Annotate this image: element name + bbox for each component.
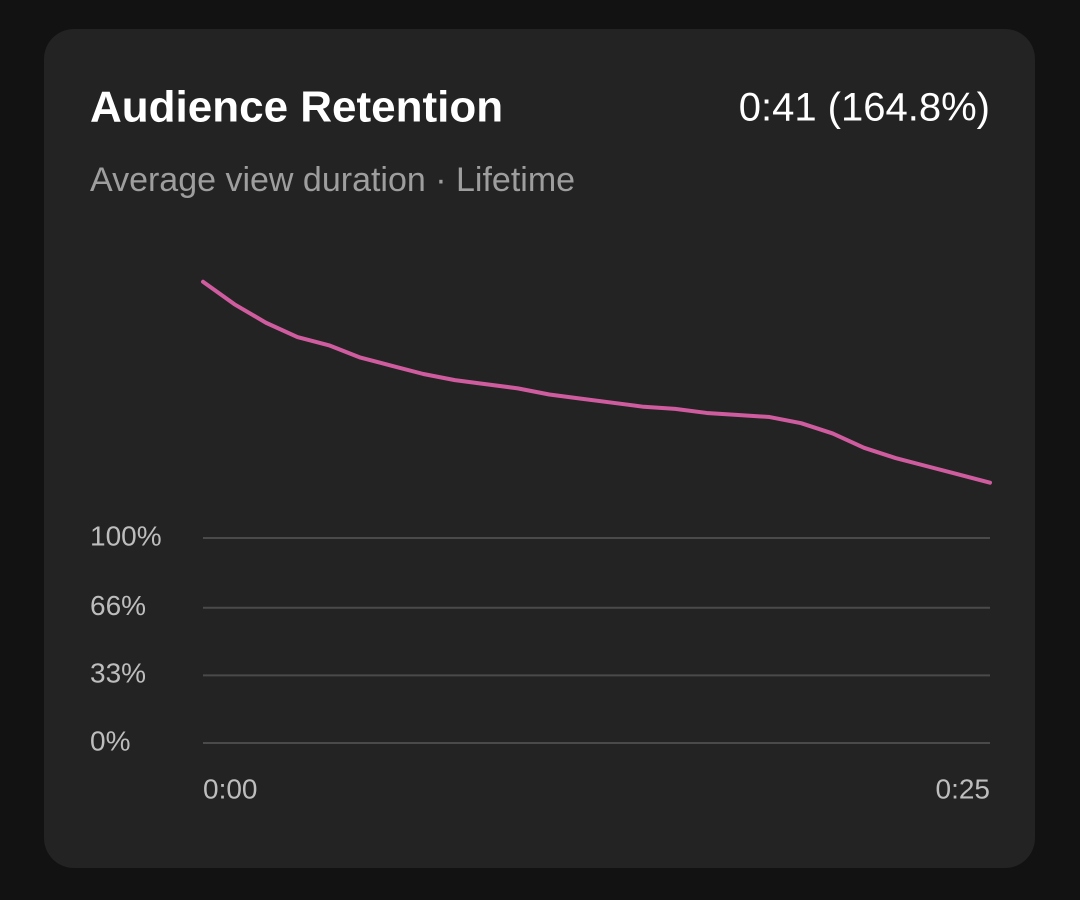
retention-line xyxy=(201,279,992,485)
chart-title: Audience Retention xyxy=(90,83,503,132)
y-tick-label: 66% xyxy=(90,590,146,621)
y-tick-label: 33% xyxy=(90,658,146,689)
y-tick-label: 0% xyxy=(90,725,130,756)
x-tick-label: 0:25 xyxy=(936,773,991,804)
x-tick-label: 0:00 xyxy=(203,773,258,804)
subtitle: Average view duration · Lifetime xyxy=(90,161,575,199)
annotation: 0:41 (164.8%) xyxy=(739,86,990,130)
y-tick-label: 100% xyxy=(90,520,162,551)
card xyxy=(44,29,1035,868)
